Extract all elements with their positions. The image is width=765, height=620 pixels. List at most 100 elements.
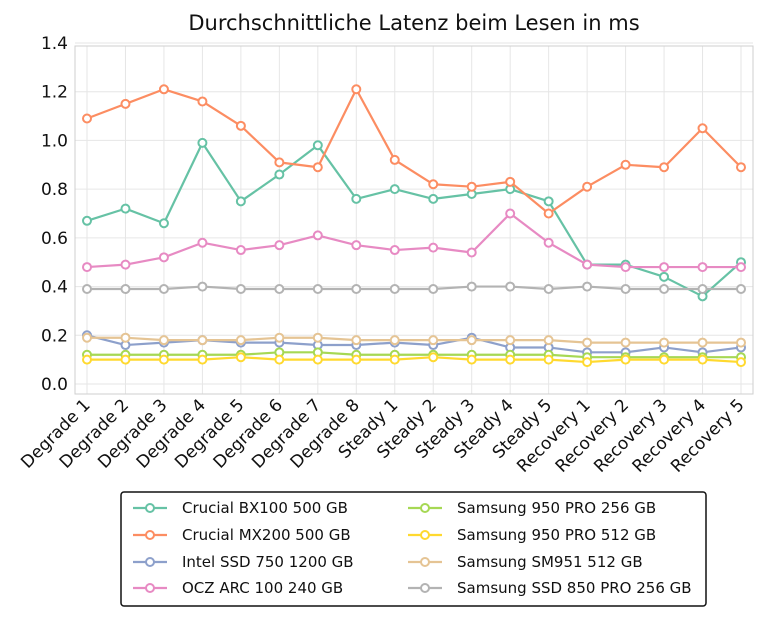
data-point [235, 196, 246, 207]
data-point [274, 332, 285, 343]
legend-item: Crucial BX100 500 GB [133, 499, 348, 517]
data-point [582, 357, 593, 368]
data-point [736, 262, 746, 273]
series-line [87, 356, 742, 364]
data-point [158, 252, 169, 263]
data-point [659, 162, 670, 173]
legend-label: Samsung 950 PRO 512 GB [457, 526, 656, 544]
data-point [582, 259, 593, 270]
legend-item: Samsung 950 PRO 512 GB [408, 526, 656, 544]
data-point [120, 284, 131, 295]
data-point [274, 169, 285, 180]
data-point [389, 354, 400, 365]
series-7 [82, 281, 746, 295]
data-point [697, 337, 708, 348]
data-point [197, 137, 208, 148]
data-point [82, 215, 92, 226]
y-tick-label: 0.0 [41, 375, 68, 395]
y-tick-label: 0.4 [41, 278, 68, 298]
series-0 [82, 137, 746, 302]
y-tick-label: 0.8 [41, 180, 68, 200]
data-point [120, 259, 131, 270]
data-point [736, 162, 746, 173]
legend-swatch-marker [420, 530, 430, 540]
data-point [466, 247, 477, 258]
data-point [351, 240, 362, 251]
data-point [351, 335, 362, 346]
legend-item: Samsung SSD 850 PRO 256 GB [408, 579, 692, 597]
data-point [466, 335, 477, 346]
data-point [312, 332, 323, 343]
data-point [543, 208, 554, 219]
legend-label: Samsung 950 PRO 256 GB [457, 499, 656, 517]
data-point [120, 98, 131, 109]
data-point [428, 193, 439, 204]
data-point [351, 354, 362, 365]
series-line [86, 212, 741, 269]
data-point [582, 337, 593, 348]
data-point [620, 262, 631, 273]
data-point [620, 284, 631, 295]
data-point [505, 208, 516, 219]
series-line [86, 334, 742, 354]
data-point [620, 354, 631, 365]
data-point [505, 335, 516, 346]
data-point [620, 337, 631, 348]
legend-label: Crucial MX200 500 GB [182, 526, 351, 544]
legend-box [120, 491, 707, 607]
data-point [235, 120, 246, 131]
data-point [389, 284, 400, 295]
data-point [697, 123, 708, 134]
data-point [659, 354, 670, 365]
data-point [82, 113, 92, 124]
data-point [428, 335, 439, 346]
data-point [120, 203, 131, 214]
data-point [158, 335, 169, 346]
data-point [82, 332, 92, 343]
data-point [235, 352, 246, 363]
data-point [158, 218, 169, 229]
data-point [120, 332, 131, 343]
data-point [736, 284, 746, 295]
data-point [389, 335, 400, 346]
legend-swatch-marker [420, 557, 430, 567]
data-point [312, 162, 323, 173]
data-point [428, 242, 439, 253]
data-point [466, 181, 477, 192]
data-point [697, 354, 708, 365]
chart-title: Durchschnittliche Latenz beim Lesen in m… [188, 11, 639, 35]
data-point [312, 230, 323, 241]
data-point [736, 337, 746, 348]
data-point [543, 237, 554, 248]
data-point [736, 357, 746, 368]
data-point [389, 245, 400, 256]
y-tick-label: 1.2 [41, 83, 68, 103]
legend-swatch-marker [420, 583, 430, 593]
data-point [697, 262, 708, 273]
data-point [274, 240, 285, 251]
legend-item: Samsung SM951 512 GB [408, 553, 643, 571]
data-point [312, 354, 323, 365]
y-tick-label: 0.6 [41, 229, 68, 249]
data-point [312, 140, 323, 151]
data-point [659, 262, 670, 273]
data-point [543, 196, 554, 207]
legend-label: Samsung SM951 512 GB [457, 553, 643, 571]
data-point [235, 245, 246, 256]
legend-item: Intel SSD 750 1200 GB [133, 553, 354, 571]
data-point [120, 354, 131, 365]
data-point [274, 157, 285, 168]
series-line [86, 88, 742, 215]
data-point [543, 335, 554, 346]
data-point [620, 159, 631, 170]
data-point [659, 337, 670, 348]
series-6 [82, 332, 746, 348]
y-tick-label: 1.4 [41, 34, 68, 54]
data-point [428, 352, 439, 363]
legend: Crucial BX100 500 GB Crucial MX200 500 GB… [120, 491, 707, 607]
series-3 [82, 208, 746, 273]
y-tick-label: 0.2 [41, 326, 68, 346]
legend-label: Samsung SSD 850 PRO 256 GB [457, 579, 692, 597]
legend-swatch-marker [145, 530, 155, 540]
